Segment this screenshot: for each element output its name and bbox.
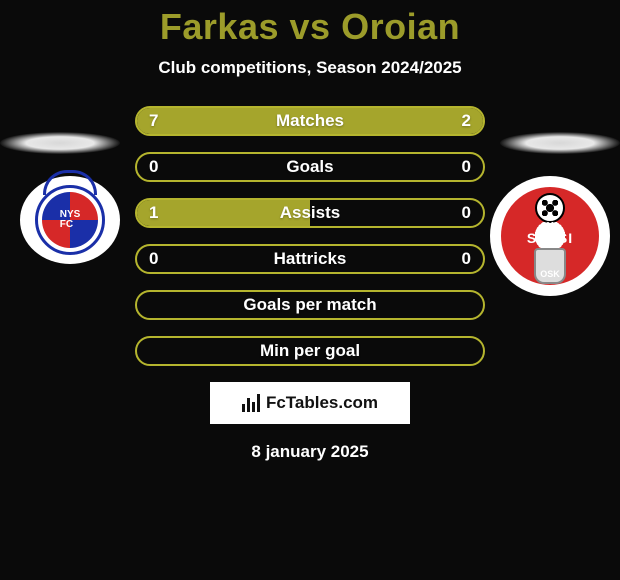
bar-chart-icon (242, 394, 260, 412)
stat-value-right: 2 (462, 111, 471, 131)
stat-row: Min per goal (0, 336, 620, 366)
stat-label: Matches (137, 111, 483, 131)
stat-row: Assists1 0 (0, 198, 620, 228)
stat-row: Goals0 0 (0, 152, 620, 182)
stat-bar: Matches7 2 (135, 106, 485, 136)
stat-value-left: 7 (149, 111, 158, 131)
stat-bar: Assists1 0 (135, 198, 485, 228)
stat-label: Min per goal (137, 341, 483, 361)
stat-label: Goals per match (137, 295, 483, 315)
comparison-card: Farkas vs Oroian Club competitions, Seas… (0, 0, 620, 580)
stat-bar: Hattricks0 0 (135, 244, 485, 274)
stat-bar: Goals per match (135, 290, 485, 320)
stat-value-left: 1 (149, 203, 158, 223)
stat-value-right: 0 (462, 203, 471, 223)
stat-value-left: 0 (149, 157, 158, 177)
stat-row: Goals per match (0, 290, 620, 320)
stat-value-right: 0 (462, 157, 471, 177)
stat-row: Hattricks0 0 (0, 244, 620, 274)
title-joiner: vs (290, 6, 331, 47)
stat-bar: Goals0 0 (135, 152, 485, 182)
player-right-name: Oroian (341, 6, 460, 47)
snapshot-date: 8 january 2025 (0, 442, 620, 462)
stat-value-right: 0 (462, 249, 471, 269)
stat-label: Goals (137, 157, 483, 177)
stat-label: Hattricks (137, 249, 483, 269)
stat-bar: Min per goal (135, 336, 485, 366)
player-left-name: Farkas (160, 6, 279, 47)
club-logo-right: 2011 SEPSI OSK (490, 176, 610, 296)
branding-badge: FcTables.com (210, 382, 410, 424)
page-title: Farkas vs Oroian (0, 6, 620, 48)
stat-value-left: 0 (149, 249, 158, 269)
branding-text: FcTables.com (266, 393, 378, 413)
subtitle: Club competitions, Season 2024/2025 (0, 58, 620, 78)
stat-row: Matches7 2 (0, 106, 620, 136)
stat-label: Assists (137, 203, 483, 223)
